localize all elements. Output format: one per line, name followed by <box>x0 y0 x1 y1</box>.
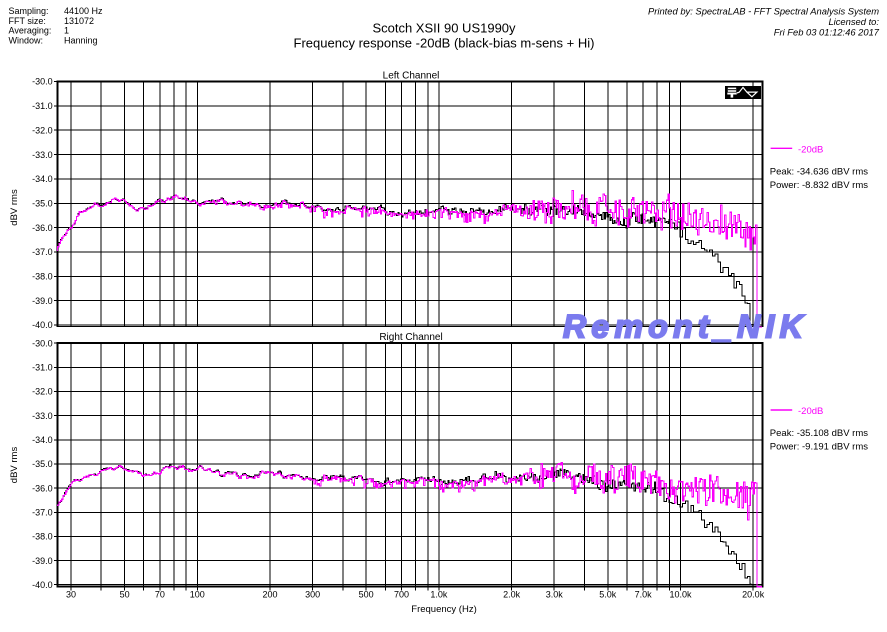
svg-text:20.0k: 20.0k <box>742 590 765 600</box>
svg-text:2.0k: 2.0k <box>503 590 521 600</box>
svg-text:Scotch XSII 90 US1990y: Scotch XSII 90 US1990y <box>372 21 516 36</box>
svg-text:-31.0: -31.0 <box>32 101 53 111</box>
svg-text:100: 100 <box>190 590 205 600</box>
svg-text:3.0k: 3.0k <box>546 590 564 600</box>
svg-text:Averaging:: Averaging: <box>9 26 52 36</box>
svg-text:-35.0: -35.0 <box>32 198 53 208</box>
svg-text:Remont_NIK: Remont_NIK <box>563 309 808 345</box>
svg-text:dBV rms: dBV rms <box>9 189 20 226</box>
svg-text:-32.0: -32.0 <box>32 125 53 135</box>
svg-text:-39.0: -39.0 <box>32 296 53 306</box>
svg-text:-20dB: -20dB <box>798 144 823 155</box>
svg-text:Sampling:: Sampling: <box>9 6 49 16</box>
svg-text:500: 500 <box>359 590 374 600</box>
svg-text:Frequency response -20dB (blac: Frequency response -20dB (black-bias m-s… <box>294 36 595 51</box>
svg-text:Licensed to:: Licensed to: <box>828 16 879 27</box>
svg-text:300: 300 <box>305 590 320 600</box>
svg-text:Left Channel: Left Channel <box>383 70 440 81</box>
svg-text:-35.0: -35.0 <box>32 459 53 469</box>
svg-text:Right Channel: Right Channel <box>379 332 442 343</box>
svg-text:5.0k: 5.0k <box>599 590 617 600</box>
svg-text:Peak: -34.636 dBV rms: Peak: -34.636 dBV rms <box>770 167 868 178</box>
svg-text:-37.0: -37.0 <box>32 247 53 257</box>
svg-text:30: 30 <box>66 590 76 600</box>
svg-text:131072: 131072 <box>64 16 94 26</box>
svg-text:44100 Hz: 44100 Hz <box>64 6 103 16</box>
svg-text:Printed by: SpectraLAB - FFT S: Printed by: SpectraLAB - FFT Spectral An… <box>648 6 879 17</box>
svg-text:Hanning: Hanning <box>64 35 98 45</box>
svg-text:-38.0: -38.0 <box>32 532 53 542</box>
svg-text:-34.0: -34.0 <box>32 435 53 445</box>
svg-text:-39.0: -39.0 <box>32 556 53 566</box>
svg-text:700: 700 <box>394 590 409 600</box>
svg-text:50: 50 <box>120 590 130 600</box>
svg-text:Window:: Window: <box>9 35 44 45</box>
svg-text:Frequency (Hz): Frequency (Hz) <box>411 604 476 615</box>
svg-text:-38.0: -38.0 <box>32 272 53 282</box>
svg-text:-34.0: -34.0 <box>32 174 53 184</box>
svg-text:FFT size:: FFT size: <box>9 16 46 26</box>
svg-text:10.0k: 10.0k <box>669 590 692 600</box>
svg-text:70: 70 <box>155 590 165 600</box>
svg-text:7.0k: 7.0k <box>635 590 653 600</box>
svg-text:-31.0: -31.0 <box>32 363 53 373</box>
svg-text:Power: -9.191 dBV rms: Power: -9.191 dBV rms <box>770 442 868 453</box>
svg-text:-36.0: -36.0 <box>32 223 53 233</box>
svg-text:-32.0: -32.0 <box>32 387 53 397</box>
svg-text:200: 200 <box>262 590 277 600</box>
svg-text:-36.0: -36.0 <box>32 483 53 493</box>
svg-text:dBV rms: dBV rms <box>9 447 20 484</box>
svg-text:Peak: -35.108 dBV rms: Peak: -35.108 dBV rms <box>770 428 868 439</box>
svg-text:1.0k: 1.0k <box>430 590 448 600</box>
svg-text:Fri Feb 03 01:12:46 2017: Fri Feb 03 01:12:46 2017 <box>774 26 880 37</box>
svg-text:-30.0: -30.0 <box>32 77 53 87</box>
svg-text:-40.0: -40.0 <box>32 320 53 330</box>
svg-text:Power: -8.832 dBV rms: Power: -8.832 dBV rms <box>770 180 868 191</box>
svg-text:-33.0: -33.0 <box>32 411 53 421</box>
svg-text:-20dB: -20dB <box>798 406 823 417</box>
svg-text:-30.0: -30.0 <box>32 338 53 348</box>
svg-text:-40.0: -40.0 <box>32 580 53 590</box>
svg-text:-33.0: -33.0 <box>32 150 53 160</box>
svg-text:-37.0: -37.0 <box>32 507 53 517</box>
svg-text:1: 1 <box>64 26 69 36</box>
